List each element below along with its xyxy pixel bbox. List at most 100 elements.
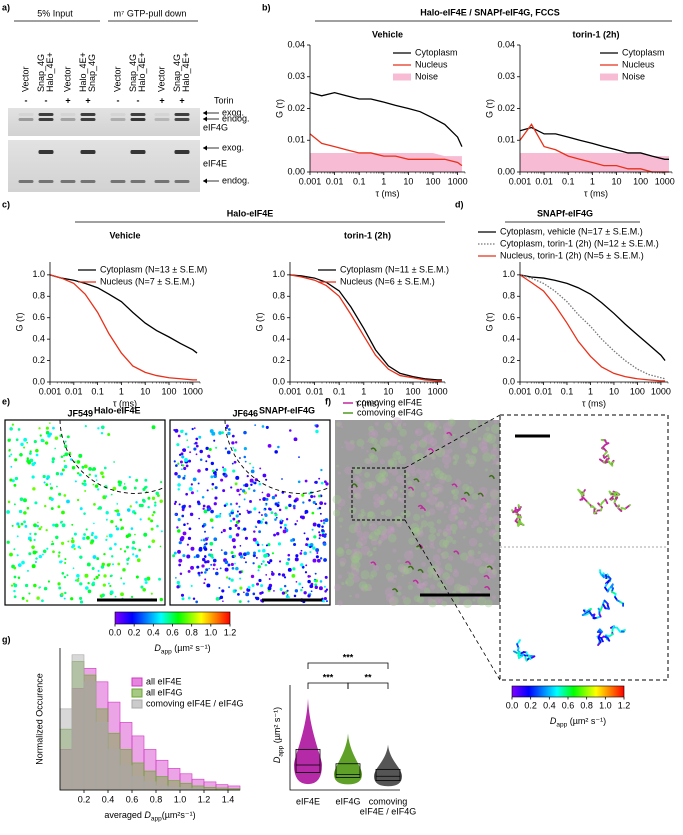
track-dot: [13, 575, 17, 579]
track-dot: [276, 532, 280, 536]
track-dot: [220, 531, 223, 534]
signal-blob: [359, 515, 363, 519]
track-dot: [112, 486, 117, 491]
track-dot: [208, 553, 212, 557]
signal-blob: [389, 491, 398, 500]
track-dot: [173, 502, 177, 505]
band: [18, 180, 34, 183]
y-tick-label: 1.0: [502, 269, 515, 279]
track-dot: [203, 555, 207, 558]
x-tick-label: 0.1: [333, 386, 346, 396]
signal-blob: [428, 490, 435, 497]
track-dot: [238, 505, 241, 508]
signal-blob: [444, 510, 447, 514]
colorbar-tick-label: 0.4: [543, 700, 556, 710]
signal-blob: [359, 473, 362, 477]
track-dot: [318, 494, 321, 498]
track-dot: [201, 564, 205, 568]
x-axis-label: τ (ms): [355, 398, 379, 408]
track-dot: [178, 503, 181, 506]
track-dot: [229, 519, 233, 523]
track-dot: [138, 548, 142, 552]
track: [484, 585, 491, 591]
track-dot: [26, 441, 28, 444]
signal-blob: [485, 502, 492, 509]
track-dot: [264, 513, 268, 518]
track-dot: [97, 507, 100, 510]
signal-blob: [459, 586, 467, 594]
signal-blob: [454, 459, 458, 463]
signal-blob: [492, 462, 495, 465]
signal-blob: [424, 475, 432, 482]
track-dot: [254, 525, 257, 528]
signal-blob: [450, 507, 458, 515]
signal-blob: [380, 477, 390, 487]
gel: [8, 108, 200, 136]
treatment-sign: +: [65, 95, 70, 105]
signal-blob: [484, 599, 493, 608]
track-dot: [44, 504, 47, 508]
track-dot: [303, 591, 307, 595]
track-dot: [58, 551, 61, 554]
track: [486, 565, 493, 570]
y-tick-label: 0.00: [497, 166, 515, 176]
track-dot: [294, 523, 297, 526]
track-dot: [252, 592, 256, 596]
x-tick-label: 10: [403, 176, 413, 186]
signal-blob: [403, 550, 414, 561]
track-dot: [221, 431, 224, 434]
track-dot: [174, 500, 177, 504]
track-dot: [31, 462, 35, 467]
y-tick-label: 0.0: [32, 376, 45, 386]
track-dot: [59, 521, 63, 524]
legend-label: all eIF4G: [146, 687, 183, 697]
track-dot: [73, 547, 76, 551]
track-dot: [243, 557, 246, 560]
track-dot: [235, 514, 239, 518]
signal-blob: [353, 465, 362, 475]
band: [174, 118, 190, 121]
track-dot: [40, 438, 45, 443]
track-dot: [66, 574, 69, 577]
track-dot: [6, 540, 10, 544]
x-tick-label: 1: [381, 176, 386, 186]
band-label: exog.: [222, 142, 244, 152]
signal-blob: [351, 554, 357, 559]
track-dot: [54, 436, 59, 440]
signal-blob: [482, 452, 492, 462]
track-dot: [177, 518, 181, 522]
band: [38, 180, 54, 183]
track-dot: [93, 502, 96, 506]
signal-blob: [468, 503, 475, 510]
x-tick-label: 0.4: [102, 794, 115, 804]
track-dot: [325, 482, 329, 486]
colorbar-tick-label: 0.8: [580, 700, 593, 710]
track-dot: [177, 474, 181, 479]
signal-blob: [428, 533, 436, 542]
track-dot: [201, 495, 205, 499]
x-axis-label: τ (ms): [584, 188, 608, 198]
signal-blob: [437, 486, 442, 492]
signal-blob: [480, 445, 489, 454]
track-dot: [269, 508, 272, 511]
lane-label: Vector: [112, 66, 122, 92]
signal-blob: [442, 572, 450, 580]
track-dot: [192, 597, 196, 600]
lane-label: Vector: [20, 66, 30, 92]
track-dot: [215, 446, 218, 449]
track-dot: [211, 526, 214, 529]
noise-area: [310, 152, 462, 172]
x-tick-label: 0.001: [509, 176, 532, 186]
track-dot: [277, 572, 281, 576]
track-dot: [133, 511, 137, 515]
track-dot: [87, 589, 92, 594]
signal-blob: [433, 483, 444, 494]
track-dot: [182, 448, 184, 451]
track-dot: [118, 483, 122, 487]
signal-blob: [401, 595, 407, 601]
signal-blob: [451, 596, 460, 605]
signal-blob: [394, 575, 397, 578]
track-dot: [231, 509, 234, 512]
signal-blob: [381, 528, 392, 539]
signal-blob: [424, 448, 434, 458]
